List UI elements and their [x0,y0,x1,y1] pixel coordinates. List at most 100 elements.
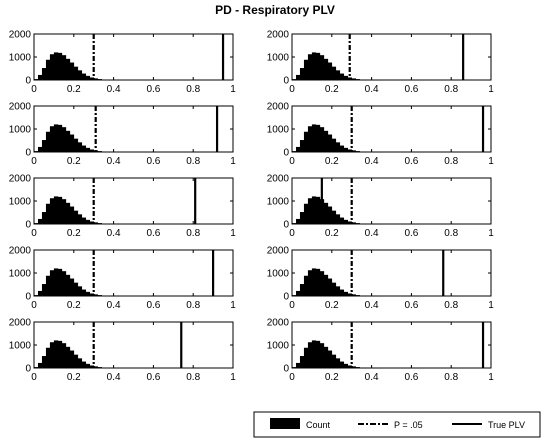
histogram-panel-9: 0 0.2 0.4 0.6 0.8 1 0 1000 2000 [9,318,236,384]
x-tick-label: 0.4 [365,84,379,95]
x-tick-label: 0.6 [404,84,418,95]
histogram-bar [319,343,325,368]
histogram-bar [299,212,305,224]
histogram-panel-4: 0 0.2 0.4 0.6 0.8 1 0 1000 2000 [267,102,494,168]
histogram-bar [351,366,356,368]
x-tick-label: 0.2 [325,228,339,239]
legend-frame [253,411,541,438]
y-tick-label: 2000 [9,318,32,329]
x-tick-label: 0.2 [325,372,339,383]
histogram-bar [307,54,313,80]
figure-title: PD - Respiratory PLV [215,3,335,17]
histogram-bar [77,70,83,80]
x-tick-label: 1 [230,84,236,95]
legend-count-label: Count [306,420,331,430]
histogram-bar [53,52,59,80]
histogram-bar [315,52,321,80]
x-tick-label: 0.4 [107,84,121,95]
x-tick-label: 0.8 [186,228,200,239]
histogram-bar [77,286,83,296]
y-tick-label: 2000 [9,30,32,41]
histogram-bar [85,147,91,152]
histogram-bar [335,358,341,368]
histogram-bar [315,340,321,368]
x-tick-label: 0.8 [444,300,458,311]
histogram-bar [85,363,91,368]
x-tick-label: 0.8 [186,372,200,383]
histogram-bar [73,282,79,296]
histogram-bar [69,350,75,368]
histogram-bar [81,73,87,80]
histogram-bar [299,68,305,80]
y-tick-label: 0 [25,364,31,375]
histogram-bar [81,361,87,368]
histogram-bar [351,78,356,80]
y-tick-label: 0 [25,148,31,159]
x-tick-label: 0 [31,228,37,239]
x-tick-label: 1 [488,84,494,95]
histogram-bar [89,293,94,296]
histogram-bar [49,270,55,296]
x-tick-label: 0 [31,300,37,311]
legend-true-plv-label: True PLV [488,420,525,430]
histogram-bar [327,350,333,368]
histogram-bar [85,291,91,296]
histogram-bar [81,217,87,224]
x-tick-label: 0.8 [186,300,200,311]
x-tick-label: 0.6 [146,372,160,383]
histogram-bar [77,214,83,224]
y-tick-label: 2000 [267,318,290,329]
histogram-bar [53,196,59,224]
histogram-bar [327,278,333,296]
x-tick-label: 0 [31,84,37,95]
histogram-bar [315,268,321,296]
histogram-bar [311,340,317,368]
histogram-bar [331,210,337,224]
y-tick-label: 2000 [9,102,32,113]
histogram-bar [335,286,341,296]
histogram-bar [303,347,309,368]
histogram-bar [295,146,301,152]
histogram-bar [45,203,51,224]
histogram-bar [89,365,94,368]
x-tick-label: 0.4 [365,372,379,383]
histogram-bar [65,346,71,368]
histogram-bar [323,58,329,80]
histogram-bar [347,221,352,224]
histogram-bar [295,362,301,368]
y-tick-label: 1000 [267,53,290,64]
y-tick-label: 1000 [9,197,32,208]
x-tick-label: 0.6 [146,300,160,311]
histogram-bar [351,150,356,152]
histogram-bar [343,75,349,80]
histogram-panel-3: 0 0.2 0.4 0.6 0.8 1 0 1000 2000 [9,102,236,168]
histogram-bar [65,130,71,152]
histogram-bar [351,294,356,296]
histogram-bar [323,130,329,152]
legend-p05-label: P = .05 [394,420,423,430]
histogram-bar [37,362,43,368]
histogram-bar [295,290,301,296]
histogram-bar [335,142,341,152]
x-tick-label: 0.6 [404,372,418,383]
x-tick-label: 0.2 [67,300,81,311]
histogram-bar [73,138,79,152]
histogram-bar [57,196,63,224]
histogram-panel-7: 0 0.2 0.4 0.6 0.8 1 0 1000 2000 [9,246,236,312]
histogram-bar [41,284,47,296]
y-tick-label: 1000 [267,197,290,208]
histogram-bar [323,202,329,224]
histogram-bar [315,196,321,224]
histogram-bar [307,198,313,224]
histogram-bar [299,356,305,368]
histogram-bar [69,62,75,80]
histogram-bar [41,212,47,224]
histogram-bar [81,145,87,152]
histogram-bar [49,342,55,368]
x-tick-label: 0.4 [365,156,379,167]
histogram-bar [307,342,313,368]
x-tick-label: 1 [488,300,494,311]
x-tick-label: 1 [488,372,494,383]
histogram-panel-8: 0 0.2 0.4 0.6 0.8 1 0 1000 2000 [267,246,494,312]
y-tick-label: 2000 [9,246,32,257]
